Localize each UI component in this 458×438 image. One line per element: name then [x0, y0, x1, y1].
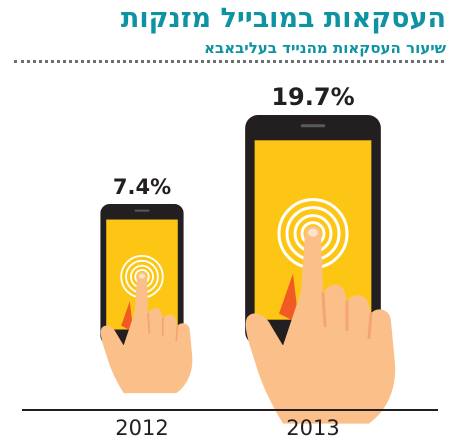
phone-marks	[100, 115, 396, 424]
value-labels: 7.4% 19.7%	[113, 83, 355, 199]
x-tick-label-2012: 2012	[115, 416, 168, 438]
dotted-divider	[14, 60, 444, 63]
x-tick-label-2013: 2013	[286, 416, 339, 438]
chart-subtitle: שיעור העסקאות מהנייד בעליבאבא	[204, 39, 446, 57]
phone-mark-2013	[245, 115, 396, 424]
phone-speaker	[134, 209, 150, 212]
value-label-2012: 7.4%	[113, 175, 171, 199]
x-tick-labels: 2012 2013	[115, 416, 339, 438]
phone-speaker	[300, 124, 326, 128]
pointing-hand-icon	[100, 272, 193, 394]
pointing-hand-icon	[245, 226, 396, 424]
value-label-2013: 19.7%	[271, 83, 354, 111]
phone-mark-2012	[100, 204, 193, 394]
chart-title: העסקאות במובייל מזנקות	[120, 3, 446, 34]
